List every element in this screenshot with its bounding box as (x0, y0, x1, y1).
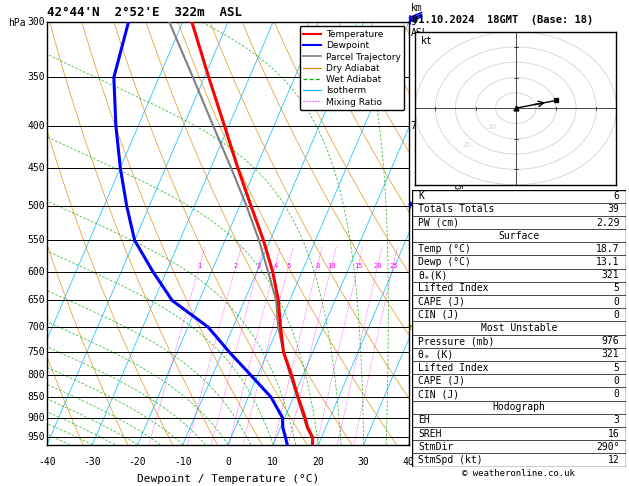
Text: 650: 650 (28, 295, 45, 306)
Text: 2: 2 (411, 370, 416, 380)
Text: 30: 30 (358, 457, 369, 468)
FancyBboxPatch shape (412, 190, 626, 467)
Text: 450: 450 (28, 163, 45, 173)
Text: -40: -40 (38, 457, 56, 468)
Text: 20: 20 (374, 262, 382, 269)
Text: Dewp (°C): Dewp (°C) (418, 257, 471, 267)
Text: 20: 20 (463, 142, 472, 148)
Text: EH: EH (418, 416, 430, 425)
Text: CAPE (J): CAPE (J) (418, 296, 465, 307)
Text: 400: 400 (28, 121, 45, 131)
Text: 1LCL: 1LCL (411, 413, 434, 423)
Text: 800: 800 (28, 370, 45, 380)
Text: θₑ (K): θₑ (K) (418, 349, 454, 360)
Text: SREH: SREH (418, 429, 442, 438)
Text: Pressure (mb): Pressure (mb) (418, 336, 495, 346)
Text: 5: 5 (613, 283, 620, 294)
Text: Dewpoint / Temperature (°C): Dewpoint / Temperature (°C) (137, 474, 319, 484)
Text: 10: 10 (328, 262, 336, 269)
Text: 16: 16 (608, 429, 620, 438)
Text: CIN (J): CIN (J) (418, 389, 460, 399)
Text: StmDir: StmDir (418, 442, 454, 452)
Text: 2: 2 (234, 262, 238, 269)
Text: 20: 20 (313, 457, 325, 468)
Text: 750: 750 (28, 347, 45, 357)
Text: 350: 350 (28, 72, 45, 83)
Text: 976: 976 (602, 336, 620, 346)
Text: 10: 10 (267, 457, 279, 468)
Text: 39: 39 (608, 204, 620, 214)
Text: 6: 6 (411, 201, 416, 211)
Text: CAPE (J): CAPE (J) (418, 376, 465, 386)
Text: © weatheronline.co.uk: © weatheronline.co.uk (462, 469, 576, 478)
Text: hPa: hPa (8, 18, 26, 28)
Text: 321: 321 (602, 270, 620, 280)
Text: kt: kt (421, 36, 433, 46)
Text: Mixing Ratio (g/kg): Mixing Ratio (g/kg) (455, 177, 464, 289)
Text: 900: 900 (28, 413, 45, 423)
Text: 3: 3 (411, 322, 416, 332)
Text: 1: 1 (198, 262, 202, 269)
Text: 290°: 290° (596, 442, 620, 452)
Text: 0: 0 (613, 296, 620, 307)
Text: 0: 0 (613, 310, 620, 320)
Text: 13.1: 13.1 (596, 257, 620, 267)
Text: 550: 550 (28, 235, 45, 245)
Text: 10: 10 (487, 123, 496, 130)
Text: 500: 500 (28, 201, 45, 211)
Text: 5: 5 (286, 262, 291, 269)
Text: 01.10.2024  18GMT  (Base: 18): 01.10.2024 18GMT (Base: 18) (412, 16, 593, 25)
Text: θₑ(K): θₑ(K) (418, 270, 448, 280)
Text: 8: 8 (315, 262, 320, 269)
Text: -20: -20 (129, 457, 147, 468)
Text: 0: 0 (225, 457, 231, 468)
Text: km: km (411, 3, 423, 14)
Text: 850: 850 (28, 392, 45, 402)
Text: StmSpd (kt): StmSpd (kt) (418, 455, 483, 465)
Text: 40: 40 (403, 457, 415, 468)
Text: 7: 7 (411, 121, 416, 131)
Text: 18.7: 18.7 (596, 244, 620, 254)
Text: 15: 15 (354, 262, 362, 269)
Text: Totals Totals: Totals Totals (418, 204, 495, 214)
Text: 42°44'N  2°52'E  322m  ASL: 42°44'N 2°52'E 322m ASL (47, 6, 242, 19)
Text: Lifted Index: Lifted Index (418, 363, 489, 373)
Text: Most Unstable: Most Unstable (481, 323, 557, 333)
Text: 4: 4 (273, 262, 277, 269)
Text: Lifted Index: Lifted Index (418, 283, 489, 294)
Text: Hodograph: Hodograph (493, 402, 545, 412)
Text: -10: -10 (174, 457, 192, 468)
Text: 3: 3 (257, 262, 261, 269)
Text: Surface: Surface (498, 231, 540, 241)
Text: 700: 700 (28, 322, 45, 332)
Legend: Temperature, Dewpoint, Parcel Trajectory, Dry Adiabat, Wet Adiabat, Isotherm, Mi: Temperature, Dewpoint, Parcel Trajectory… (299, 26, 404, 110)
Text: 0: 0 (613, 376, 620, 386)
Text: 9: 9 (411, 17, 416, 27)
Text: 300: 300 (28, 17, 45, 27)
Text: ASL: ASL (411, 28, 428, 38)
Text: K: K (418, 191, 425, 201)
Text: 2.29: 2.29 (596, 218, 620, 227)
Text: 5: 5 (613, 363, 620, 373)
Text: PW (cm): PW (cm) (418, 218, 460, 227)
Text: CIN (J): CIN (J) (418, 310, 460, 320)
Text: 3: 3 (613, 416, 620, 425)
Text: 12: 12 (608, 455, 620, 465)
Text: 600: 600 (28, 267, 45, 277)
Text: 6: 6 (613, 191, 620, 201)
Text: 0: 0 (613, 389, 620, 399)
Text: 25: 25 (389, 262, 398, 269)
Text: Temp (°C): Temp (°C) (418, 244, 471, 254)
Text: 321: 321 (602, 349, 620, 360)
Text: -30: -30 (84, 457, 101, 468)
Text: 950: 950 (28, 432, 45, 442)
